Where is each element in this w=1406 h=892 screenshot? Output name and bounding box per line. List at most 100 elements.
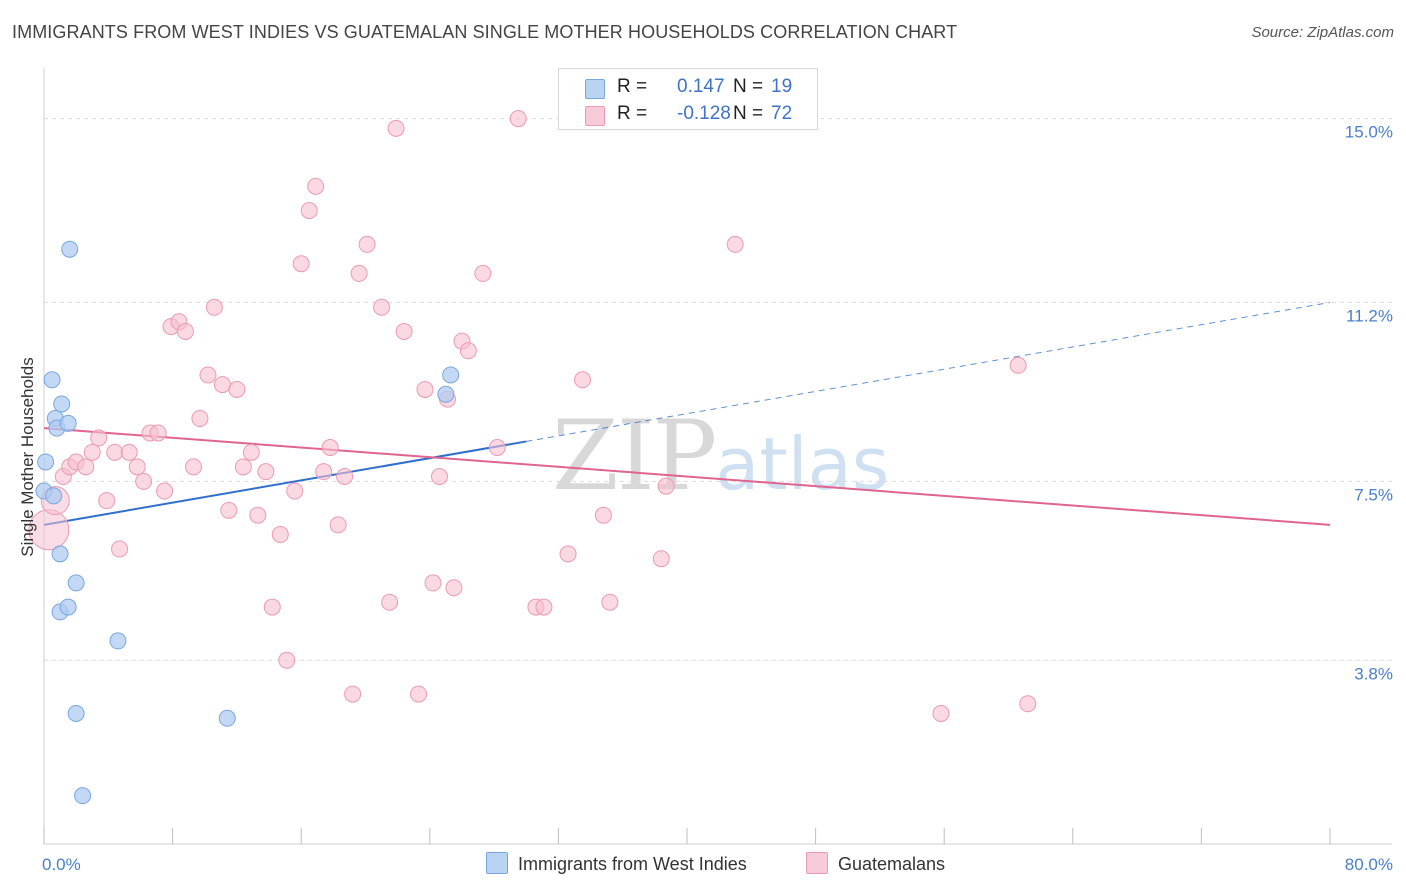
point-guatemalans — [199, 366, 217, 384]
data-points — [28, 110, 1037, 805]
watermark-atlas: atlas — [715, 422, 890, 506]
y-tick-label: 11.2% — [1346, 306, 1393, 325]
point-guatemalans — [1009, 356, 1027, 374]
point-guatemalans — [329, 516, 347, 534]
legend-swatch-blue — [585, 79, 605, 99]
bottom-legend-guatemalans: Guatemalans — [806, 852, 945, 875]
watermark-zip: ZIP — [552, 400, 717, 512]
point-guatemalans — [228, 380, 246, 398]
point-guatemalans — [410, 685, 428, 703]
point-guatemalans — [300, 202, 318, 220]
legend-r-value: -0.128 — [677, 103, 731, 124]
point-guatemalans — [726, 235, 744, 253]
legend-n-value: 72 — [771, 103, 793, 124]
point-guatemalans — [652, 550, 670, 568]
legend-n-label: N = — [733, 76, 764, 97]
point-west-indies — [67, 704, 85, 722]
point-guatemalans — [205, 298, 223, 316]
point-guatemalans — [191, 409, 209, 427]
point-west-indies — [53, 395, 71, 413]
x-tick-label: 80.0% — [1345, 855, 1393, 874]
point-west-indies — [45, 487, 63, 505]
point-guatemalans — [176, 322, 194, 340]
x-tick-label: 0.0% — [42, 855, 81, 874]
point-guatemalans — [271, 526, 289, 544]
point-west-indies — [37, 453, 55, 471]
point-guatemalans — [278, 651, 296, 669]
legend-r-value: 0.147 — [677, 76, 725, 97]
legend-n-value: 19 — [771, 76, 793, 97]
point-guatemalans — [559, 545, 577, 563]
point-guatemalans — [1019, 695, 1037, 713]
legend-swatch-pink — [585, 106, 605, 126]
legend-r-label: R = — [617, 76, 648, 97]
point-west-indies — [218, 709, 236, 727]
point-guatemalans — [381, 593, 399, 611]
legend-n-label: N = — [733, 103, 764, 124]
point-west-indies — [61, 240, 79, 258]
legend-r-label: R = — [617, 103, 648, 124]
point-guatemalans — [430, 468, 448, 486]
point-guatemalans — [373, 298, 391, 316]
point-guatemalans — [474, 264, 492, 282]
point-guatemalans — [149, 424, 167, 442]
point-guatemalans — [459, 342, 477, 360]
point-guatemalans — [77, 458, 95, 476]
trend-line-guatemalans — [43, 427, 1331, 526]
point-west-indies — [59, 414, 77, 432]
point-guatemalans — [424, 574, 442, 592]
bottom-legend-west-indies: Immigrants from West Indies — [486, 852, 747, 875]
point-guatemalans — [249, 506, 267, 524]
y-axis-title: Single Mother Households — [18, 357, 37, 556]
point-guatemalans — [488, 438, 506, 456]
point-guatemalans — [286, 482, 304, 500]
bottom-legend-swatch-blue — [486, 852, 508, 874]
trend-line-west-indies-projection — [526, 301, 1331, 442]
point-west-indies — [51, 545, 69, 563]
point-guatemalans — [292, 255, 310, 273]
y-tick-label: 7.5% — [1354, 485, 1393, 504]
point-guatemalans — [535, 598, 553, 616]
point-guatemalans — [315, 463, 333, 481]
bottom-legend-label-west-indies: Immigrants from West Indies — [518, 854, 747, 874]
stats-legend: R = 0.147 N = 19 R = -0.128 N = 72 — [558, 68, 818, 130]
point-guatemalans — [321, 438, 339, 456]
point-guatemalans — [657, 477, 675, 495]
point-west-indies — [109, 632, 127, 650]
point-guatemalans — [445, 579, 463, 597]
bottom-legend-label-guatemalans: Guatemalans — [838, 854, 946, 874]
source-label: Source: ZipAtlas.com — [1251, 24, 1394, 41]
point-guatemalans — [83, 443, 101, 461]
y-tick-label: 15.0% — [1345, 123, 1393, 142]
point-guatemalans — [344, 685, 362, 703]
point-guatemalans — [307, 177, 325, 195]
point-west-indies — [74, 787, 92, 805]
point-guatemalans — [234, 458, 252, 476]
point-guatemalans — [336, 468, 354, 486]
point-guatemalans — [263, 598, 281, 616]
tick-labels: 3.8% 7.5% 11.2% 15.0% 0.0% 80.0% Single Mother… — [18, 123, 1393, 874]
point-guatemalans — [120, 443, 138, 461]
point-guatemalans — [509, 110, 527, 128]
y-tick-label: 3.8% — [1354, 664, 1393, 683]
point-guatemalans — [184, 458, 202, 476]
point-guatemalans — [594, 506, 612, 524]
trend-lines — [43, 301, 1331, 526]
point-guatemalans — [574, 371, 592, 389]
point-guatemalans — [350, 264, 368, 282]
trend-line-west-indies — [43, 440, 527, 526]
point-guatemalans — [128, 458, 146, 476]
point-guatemalans — [156, 482, 174, 500]
point-guatemalans — [220, 501, 238, 519]
point-guatemalans — [90, 429, 108, 447]
point-guatemalans — [242, 443, 260, 461]
point-west-indies — [43, 371, 61, 389]
point-guatemalans — [213, 376, 231, 394]
point-guatemalans — [111, 540, 129, 558]
point-guatemalans — [601, 593, 619, 611]
point-guatemalans — [416, 380, 434, 398]
point-west-indies — [59, 598, 77, 616]
point-west-indies — [442, 366, 460, 384]
point-west-indies — [67, 574, 85, 592]
